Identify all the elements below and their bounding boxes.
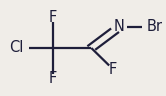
Text: N: N: [114, 19, 125, 34]
Text: F: F: [49, 71, 57, 86]
Text: Cl: Cl: [9, 41, 24, 55]
Text: F: F: [109, 62, 117, 77]
Text: Br: Br: [146, 19, 162, 34]
Text: F: F: [49, 10, 57, 25]
